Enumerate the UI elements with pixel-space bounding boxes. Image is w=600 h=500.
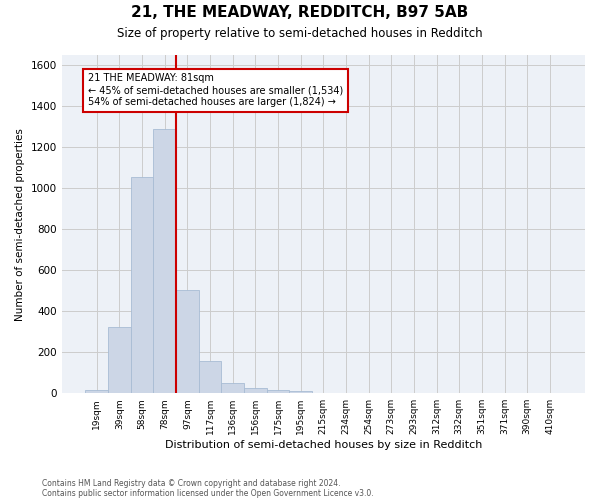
Bar (244, 388, 266, 393)
Text: Contains HM Land Registry data © Crown copyright and database right 2024.: Contains HM Land Registry data © Crown c… (42, 478, 341, 488)
Bar (85, 390, 108, 393)
Bar (221, 383, 244, 393)
Text: 21 THE MEADWAY: 81sqm
← 45% of semi-detached houses are smaller (1,534)
54% of s: 21 THE MEADWAY: 81sqm ← 45% of semi-deta… (88, 74, 343, 106)
Bar (289, 391, 312, 393)
Bar (266, 390, 289, 393)
Bar (154, 129, 176, 393)
Bar (176, 290, 199, 393)
Bar (108, 326, 131, 393)
Text: 21, THE MEADWAY, REDDITCH, B97 5AB: 21, THE MEADWAY, REDDITCH, B97 5AB (131, 5, 469, 20)
Text: Contains public sector information licensed under the Open Government Licence v3: Contains public sector information licen… (42, 488, 374, 498)
Bar (199, 362, 221, 393)
X-axis label: Distribution of semi-detached houses by size in Redditch: Distribution of semi-detached houses by … (164, 440, 482, 450)
Bar (131, 177, 154, 393)
Text: Size of property relative to semi-detached houses in Redditch: Size of property relative to semi-detach… (117, 28, 483, 40)
Y-axis label: Number of semi-detached properties: Number of semi-detached properties (15, 128, 25, 320)
